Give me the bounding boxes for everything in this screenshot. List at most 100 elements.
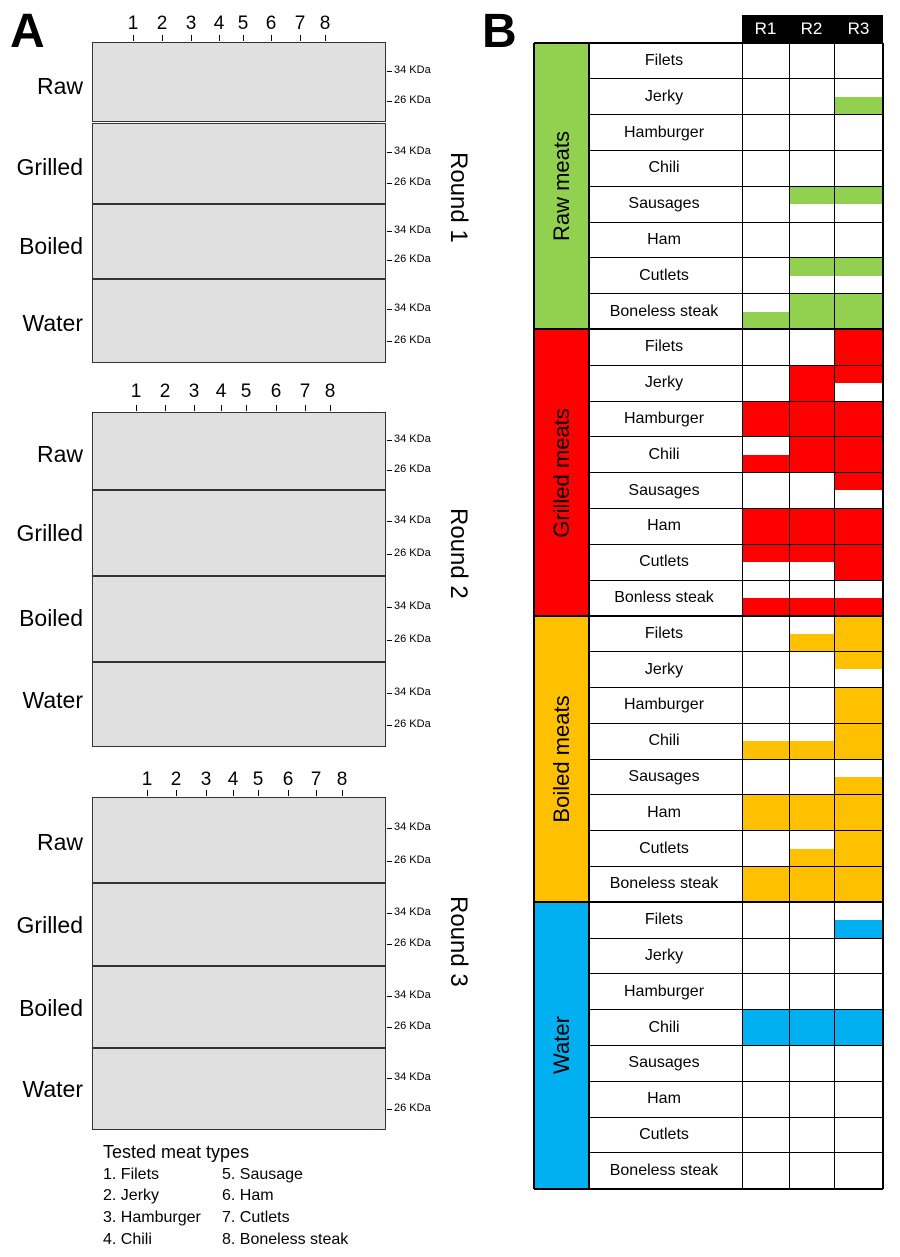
result-cell-fill	[742, 741, 789, 759]
lane-number: 8	[336, 769, 348, 790]
meat-label: Filets	[644, 624, 684, 642]
result-cell-fill	[834, 651, 883, 670]
lane-number: 4	[213, 13, 225, 34]
result-cell-fill	[834, 436, 883, 473]
grid-line	[589, 579, 883, 581]
meat-label: Chili	[648, 732, 680, 750]
result-cell-fill	[742, 401, 789, 437]
kda-tick	[387, 440, 392, 442]
kda-tick	[387, 724, 392, 726]
kda-label: 26 KDa	[394, 717, 431, 730]
blot-strip	[92, 42, 386, 122]
condition-label: Grilled	[16, 912, 83, 938]
grid-line	[589, 794, 883, 796]
grid-line	[589, 472, 883, 474]
lane-tick	[165, 405, 166, 411]
blot-strip	[92, 662, 386, 747]
lane-number: 1	[130, 381, 142, 402]
kda-label: 26 KDa	[394, 546, 431, 559]
result-cell-fill	[789, 257, 834, 276]
lane-tick	[219, 35, 220, 41]
lane-tick	[162, 35, 163, 41]
lane-tick	[305, 405, 306, 411]
grid-line	[589, 364, 883, 366]
panel-a-letter: A	[10, 5, 45, 58]
condition-label: Boiled	[19, 995, 83, 1021]
result-cell-fill	[789, 866, 834, 903]
condition-label: Raw	[36, 441, 83, 467]
result-cell-fill	[834, 830, 883, 867]
kda-label: 26 KDa	[394, 175, 431, 188]
result-cell-fill	[789, 848, 834, 867]
result-cell-fill	[834, 776, 883, 795]
grid-line	[589, 1009, 883, 1011]
grid-line	[589, 865, 883, 867]
kda-tick	[387, 152, 392, 154]
grid-line	[833, 43, 835, 1189]
result-cell-fill	[742, 794, 789, 831]
meat-label: Filets	[644, 51, 684, 69]
grid-line	[589, 78, 883, 80]
grid-line	[534, 1187, 883, 1190]
result-cell-fill	[834, 508, 883, 545]
meat-label: Cutlets	[639, 266, 689, 284]
grid-line	[589, 651, 883, 653]
meat-label: Cutlets	[639, 1125, 689, 1143]
result-cell-fill	[789, 544, 834, 563]
kda-label: 26 KDa	[394, 853, 431, 866]
lane-number: 1	[127, 13, 139, 34]
result-cell-fill	[834, 866, 883, 903]
blot-strip	[92, 279, 386, 363]
meat-label: Jerky	[644, 87, 684, 105]
blot-strip	[92, 204, 386, 279]
grid-line	[589, 1116, 883, 1118]
result-cell-fill	[789, 633, 834, 652]
category-label: Grilled meats	[548, 407, 574, 538]
result-cell-fill	[742, 544, 789, 563]
meat-label: Boneless steak	[609, 302, 719, 320]
grid-line	[589, 937, 883, 939]
lane-number: 6	[270, 381, 282, 402]
column-header-r2: R2	[789, 15, 834, 43]
grid-line	[589, 543, 883, 545]
result-cell-fill	[834, 1009, 883, 1046]
legend-item-8: 8. Boneless steak	[222, 1231, 349, 1248]
meat-label: Chili	[648, 445, 680, 463]
result-cell-fill	[834, 186, 883, 205]
lane-tick	[243, 35, 244, 41]
legend-title: Tested meat types	[103, 1142, 250, 1162]
result-cell-fill	[742, 1009, 789, 1046]
grid-line	[589, 114, 883, 116]
lane-tick	[147, 790, 148, 796]
round-label: Round 1	[445, 152, 472, 243]
grid-line	[589, 293, 883, 295]
result-cell-fill	[789, 597, 834, 616]
meat-label: Chili	[648, 159, 680, 177]
result-cell-fill	[834, 544, 883, 580]
legend-item-5: 5. Sausage	[222, 1166, 303, 1183]
category-label: Raw meats	[548, 131, 574, 242]
lane-tick	[221, 405, 222, 411]
lane-number: 5	[240, 381, 252, 402]
kda-label: 34 KDa	[394, 905, 431, 918]
blot-strip	[92, 123, 386, 204]
lane-number: 8	[324, 381, 336, 402]
grid-line	[589, 758, 883, 760]
meat-label: Chili	[648, 1018, 680, 1036]
grid-line	[534, 42, 883, 44]
kda-tick	[387, 231, 392, 232]
condition-label: Boiled	[19, 233, 83, 259]
result-cell-fill	[789, 794, 834, 831]
kda-tick	[387, 101, 392, 103]
result-cell-fill	[742, 866, 789, 903]
meat-label: Cutlets	[639, 553, 689, 571]
kda-tick	[387, 70, 392, 72]
meat-label: Hamburger	[623, 123, 705, 141]
kda-tick	[387, 606, 392, 608]
result-cell-fill	[789, 508, 834, 545]
grid-line	[534, 614, 883, 617]
result-cell-fill	[742, 311, 789, 330]
column-header-r1: R1	[742, 15, 789, 43]
kda-tick	[387, 341, 392, 343]
lane-number: 6	[265, 13, 277, 34]
